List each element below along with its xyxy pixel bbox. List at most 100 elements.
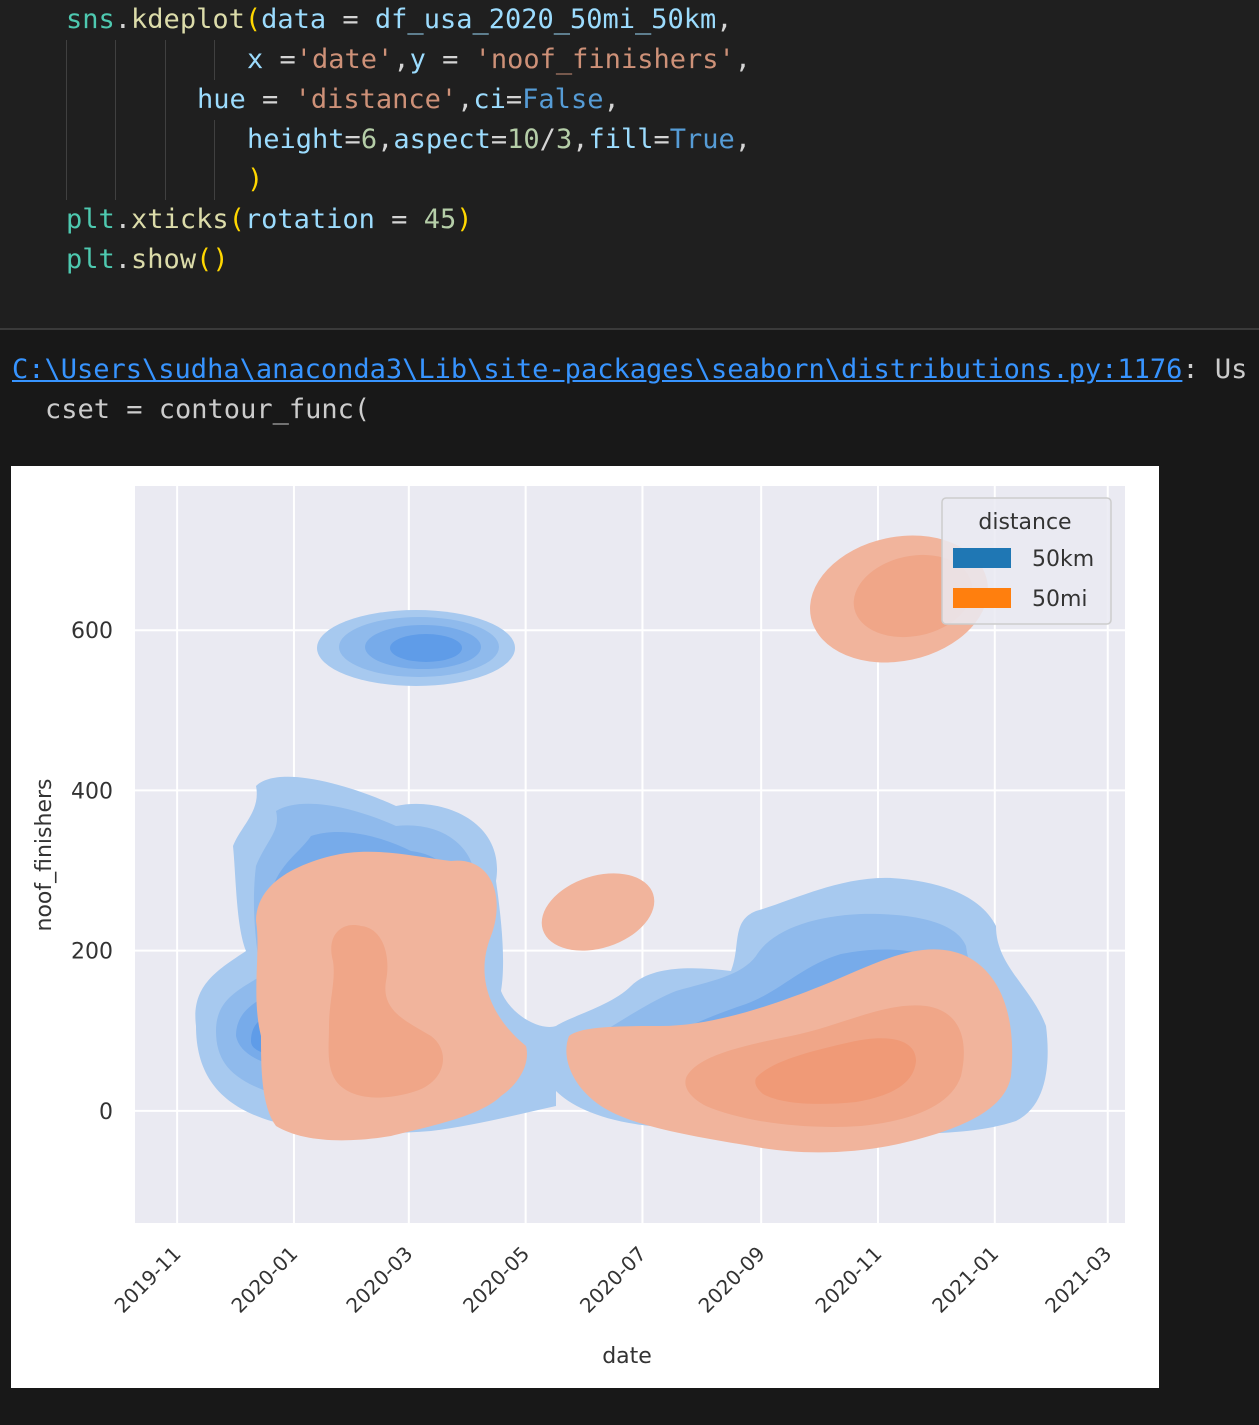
kde-region-50km [317,610,515,686]
kde-contour [755,1038,916,1104]
indent-guide [214,120,215,200]
kde-contour [390,634,462,662]
code-token: 'distance' [294,84,458,115]
warning-code-line: cset = contour_func( [45,394,371,425]
legend-title: distance [978,510,1071,535]
indent-guide [115,40,116,200]
code-line[interactable]: plt.xticks(rotation = 45) [66,200,472,240]
code-token: sns [66,4,115,35]
code-token: , [716,4,733,35]
plot-image: 0 200 400 600 2019-11 2020-01 2020-03 2020-05 2… [11,466,1159,1388]
code-token: = [344,124,361,155]
x-axis-label: date [602,1344,652,1369]
code-token: = [374,204,424,235]
code-token: / [539,124,556,155]
indent-guide [165,40,166,200]
y-tick-label: 0 [99,1100,113,1125]
code-token: ( [228,204,245,235]
code-token: . [114,4,132,35]
y-tick-label: 400 [71,779,113,804]
code-line[interactable]: sns.kdeplot(data = df_usa_2020_50mi_50km… [66,0,733,40]
indent-guide [214,40,215,80]
code-line[interactable]: plt.show() [66,240,229,280]
code-token: x [247,44,264,75]
code-token: ) [247,164,264,195]
code-token: hue [197,84,246,115]
code-cell[interactable]: sns.kdeplot(data = df_usa_2020_50mi_50km… [0,0,1259,328]
x-tick-label: 2020-07 [575,1242,651,1318]
y-tick-label: 600 [71,619,113,644]
code-token: ( [196,244,213,275]
code-token: , [393,44,410,75]
code-token: ( [244,4,262,35]
legend-swatch-50km [953,548,1011,568]
kde-region-50mi [566,949,1013,1153]
code-token: show [131,244,197,275]
code-token: , [572,124,589,155]
code-token: = [505,84,523,115]
x-tick-label: 2020-01 [226,1242,302,1318]
warning-file-link[interactable]: C:\Users\sudha\anaconda3\Lib\site-packag… [12,354,1183,385]
code-token: = [326,4,375,35]
x-tick-label: 2020-05 [458,1242,534,1318]
y-ticks: 0 200 400 600 [71,619,113,1125]
code-token: , [603,84,620,115]
code-token: = [653,124,670,155]
code-token: True [669,124,735,155]
code-token: . [114,244,132,275]
warning-message: C:\Users\sudha\anaconda3\Lib\site-packag… [12,350,1247,390]
code-token: 'date' [295,44,394,75]
legend-label-50mi: 50mi [1032,587,1088,612]
x-tick-label: 2020-09 [694,1242,770,1318]
code-token: ci [473,84,506,115]
code-token: fill [588,124,654,155]
code-token: 10 [507,124,540,155]
code-token: y [409,44,426,75]
code-token: . [114,204,132,235]
kde-region-50mi [256,851,527,1141]
code-token: 'noof_finishers' [474,44,735,75]
code-token: 6 [360,124,378,155]
code-token: = [245,84,295,115]
code-token: 45 [423,204,457,235]
code-token: , [734,124,752,155]
kde-layers [195,535,1048,1153]
x-tick-label: 2020-03 [341,1242,417,1318]
code-token: , [734,44,751,75]
legend-swatch-50mi [953,588,1011,608]
x-tick-label: 2020-11 [810,1242,886,1318]
code-token: plt [66,244,115,275]
code-token: , [457,84,474,115]
code-token: kdeplot [131,4,245,35]
code-token: ) [456,204,473,235]
kde-contour [328,925,443,1098]
code-token: 3 [555,124,573,155]
code-token: = [490,124,508,155]
code-token: plt [66,204,115,235]
legend-label-50km: 50km [1032,547,1094,572]
code-token: rotation [244,204,375,235]
code-token: = [425,44,475,75]
x-tick-label: 2019-11 [110,1242,186,1318]
code-token: aspect [393,124,491,155]
code-line[interactable]: ) [247,160,263,200]
code-token: , [377,124,394,155]
code-token: height [247,124,345,155]
code-line[interactable]: hue = 'distance',ci=False, [197,80,620,120]
code-line[interactable]: height=6,aspect=10/3,fill=True, [247,120,751,160]
cell-separator [0,328,1259,330]
kde-contour [541,873,655,951]
warning-text: : Us [1182,354,1248,385]
code-line[interactable]: x ='date',y = 'noof_finishers', [247,40,751,80]
x-ticks: 2019-11 2020-01 2020-03 2020-05 2020-07 2020-… [110,1242,1117,1318]
code-token: False [522,84,604,115]
legend: distance 50km 50mi [941,497,1112,625]
code-token: data [261,4,327,35]
indent-guide [66,40,67,200]
code-token: xticks [131,204,229,235]
kde-contour [256,851,527,1141]
y-axis-label: noof_finishers [32,779,57,932]
x-tick-label: 2021-01 [927,1242,1003,1318]
code-token: = [263,44,296,75]
